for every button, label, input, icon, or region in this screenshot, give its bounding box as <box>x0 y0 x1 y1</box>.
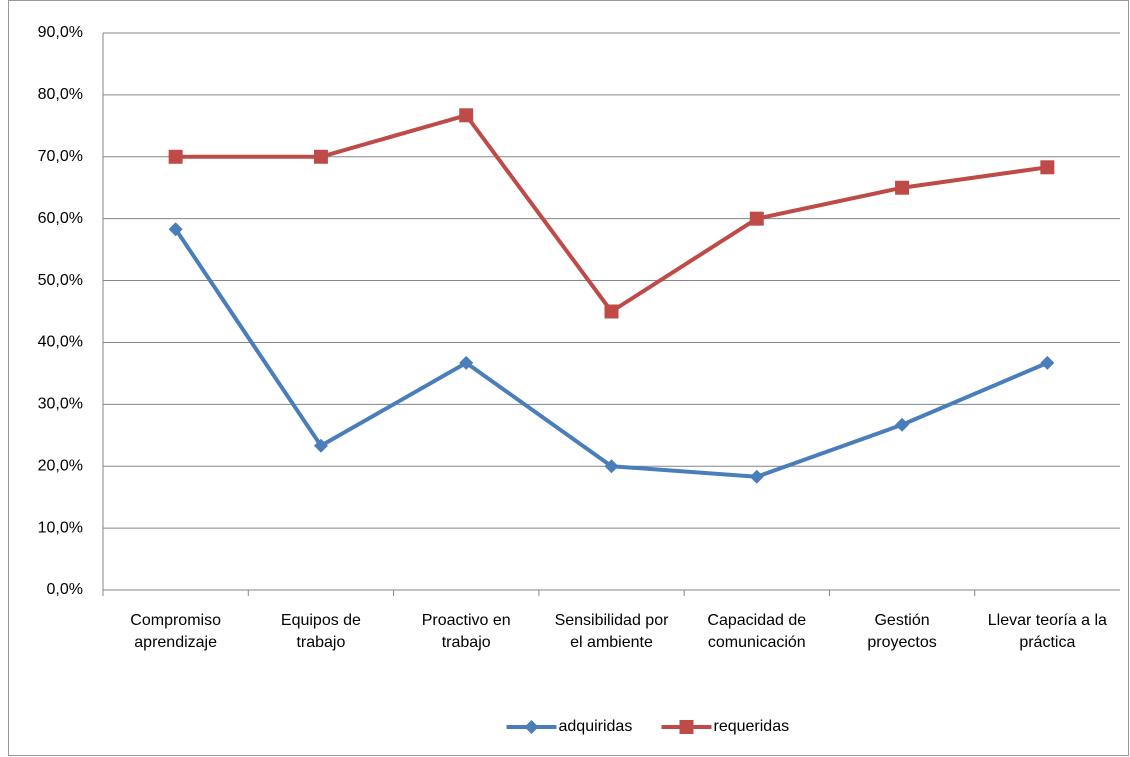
x-tick-label: Capacidad de comunicación <box>707 612 807 651</box>
data-point <box>604 459 619 474</box>
data-point <box>459 355 474 370</box>
data-point <box>749 211 764 226</box>
data-point <box>1040 355 1055 370</box>
x-tick-label: Equipos de trabajo <box>280 612 361 651</box>
data-point <box>168 149 183 164</box>
data-point <box>895 180 910 195</box>
series-line <box>173 228 1049 479</box>
y-tick-label: 0,0% <box>47 581 83 598</box>
data-point <box>313 438 328 453</box>
x-tick-label: Proactivo en trabajo <box>421 612 511 651</box>
x-tick-label: Gestión proyectos <box>867 612 937 651</box>
y-tick-label: 10,0% <box>38 519 83 536</box>
legend-marker <box>679 720 694 734</box>
data-point <box>459 108 474 123</box>
x-tick-label: Compromiso aprendizaje <box>130 612 221 651</box>
legend-label: adquiridas <box>559 718 633 735</box>
data-point <box>749 469 764 484</box>
y-tick-label: 50,0% <box>38 272 83 289</box>
y-tick-label: 90,0% <box>38 24 83 41</box>
data-point <box>1040 160 1055 175</box>
legend-marker <box>524 720 539 734</box>
legend-label: requeridas <box>714 718 790 735</box>
data-point <box>604 304 619 319</box>
y-tick-label: 70,0% <box>38 148 83 165</box>
x-tick-label: Llevar teoría a la práctica <box>987 612 1107 651</box>
chart-border <box>8 0 1129 756</box>
y-tick-label: 40,0% <box>38 334 83 351</box>
y-tick-label: 80,0% <box>38 86 83 103</box>
data-point <box>168 222 183 237</box>
data-point <box>895 417 910 432</box>
y-tick-label: 60,0% <box>38 210 83 227</box>
data-point <box>313 149 328 164</box>
y-tick-label: 30,0% <box>38 396 83 413</box>
y-tick-label: 20,0% <box>38 457 83 474</box>
x-tick-label: Sensibilidad por el ambiente <box>554 612 669 651</box>
series-line <box>175 113 1048 314</box>
